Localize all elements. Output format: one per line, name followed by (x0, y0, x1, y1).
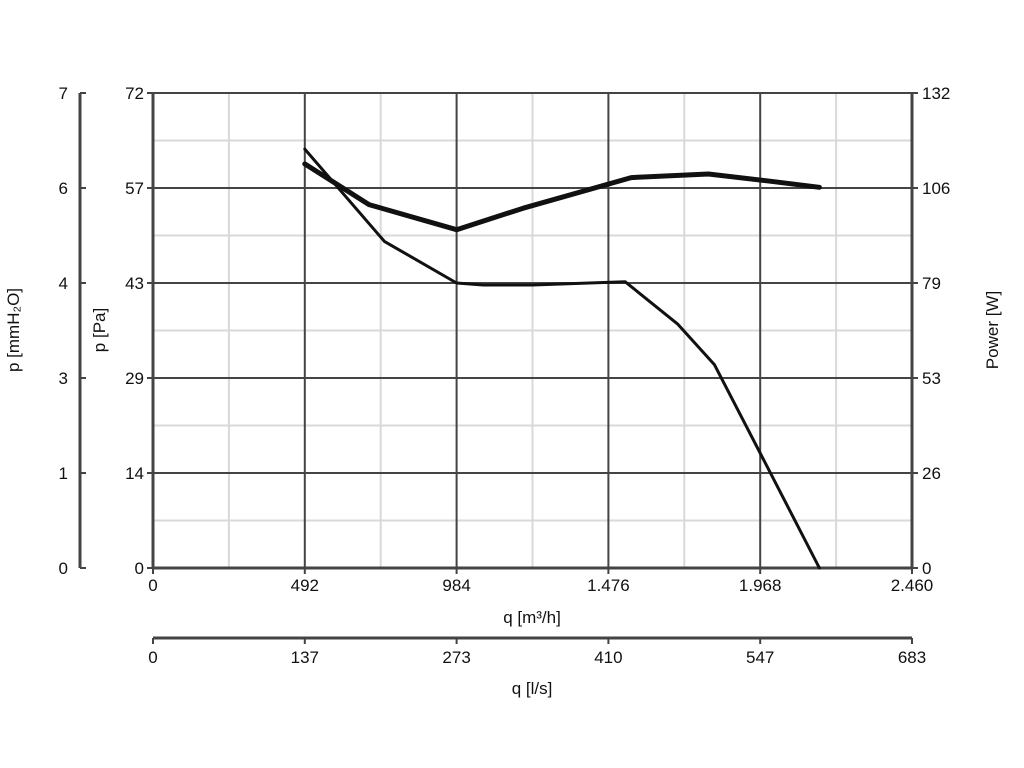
x2-tick-label: 683 (898, 648, 926, 667)
y3-axis-title: Power [W] (983, 291, 1002, 369)
y-tick-label: 0 (135, 559, 144, 578)
x2-axis-title: q [l/s] (512, 679, 553, 698)
y2-tick-label: 0 (59, 559, 68, 578)
x-tick-label: 1.476 (587, 576, 630, 595)
minor-grid (153, 93, 912, 568)
y2-tick-label: 7 (59, 84, 68, 103)
y2-tick-label: 1 (59, 464, 68, 483)
x2-tick-label: 547 (746, 648, 774, 667)
y-tick-label: 57 (125, 179, 144, 198)
x-tick-label: 2.460 (891, 576, 934, 595)
y3-tick-label: 53 (922, 369, 941, 388)
y3-tick-label: 26 (922, 464, 941, 483)
power-curve-line (302, 161, 822, 233)
x-axis-title: q [m³/h] (503, 608, 561, 627)
major-grid (153, 92, 912, 568)
y3-tick-label: 132 (922, 84, 950, 103)
y2-tick-label: 4 (59, 274, 68, 293)
y-tick-label: 14 (125, 464, 144, 483)
axes (78, 92, 918, 644)
x-tick-label: 0 (148, 576, 157, 595)
x2-tick-label: 137 (291, 648, 319, 667)
x-tick-label: 984 (442, 576, 470, 595)
x-tick-label: 1.968 (739, 576, 782, 595)
y3-tick-label: 106 (922, 179, 950, 198)
x2-tick-label: 273 (442, 648, 470, 667)
tick-labels: 004921379842731.4764101.9685472.46068300… (59, 84, 951, 667)
x2-tick-label: 410 (594, 648, 622, 667)
y2-axis-title: p [mmH₂O] (4, 288, 23, 372)
y-axis-title: p [Pa] (90, 308, 109, 352)
y-tick-label: 72 (125, 84, 144, 103)
y2-tick-label: 3 (59, 369, 68, 388)
y-tick-label: 43 (125, 274, 144, 293)
y3-tick-label: 0 (922, 559, 931, 578)
pressure-curve-line (303, 147, 821, 570)
y3-tick-label: 79 (922, 274, 941, 293)
y2-tick-label: 6 (59, 179, 68, 198)
x2-tick-label: 0 (148, 648, 157, 667)
x-tick-label: 492 (291, 576, 319, 595)
y-tick-label: 29 (125, 369, 144, 388)
series-layer (302, 147, 822, 570)
